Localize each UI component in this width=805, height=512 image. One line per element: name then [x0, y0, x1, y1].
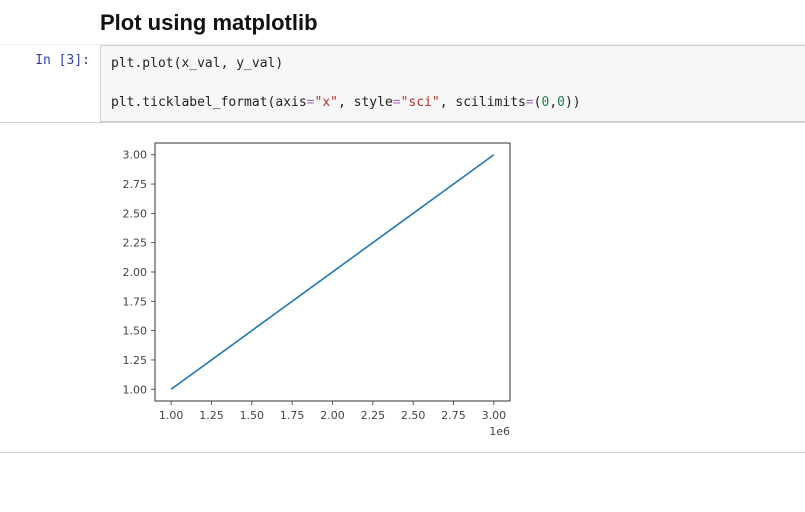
svg-text:2.25: 2.25 — [361, 409, 386, 422]
code-cell: In [3]: plt.plot(x_val, y_val) plt.tickl… — [0, 44, 805, 123]
svg-text:1.25: 1.25 — [123, 353, 148, 366]
svg-text:2.75: 2.75 — [441, 409, 466, 422]
svg-text:1.50: 1.50 — [240, 409, 265, 422]
tok-comma-2: , scilimits — [440, 95, 526, 110]
tok-eq-1: = — [307, 95, 315, 110]
svg-text:2.50: 2.50 — [123, 207, 148, 220]
page-title: Plot using matplotlib — [100, 10, 805, 36]
tok-num-0b: 0 — [557, 95, 565, 110]
tok-eq-3: = — [526, 95, 534, 110]
line-chart: 1.00 1.25 1.50 1.75 2.00 2.25 2.50 2.75 3.00 1.00… — [100, 131, 520, 446]
code-input-area[interactable]: plt.plot(x_val, y_val) plt.ticklabel_for… — [100, 45, 805, 122]
svg-text:2.50: 2.50 — [401, 409, 426, 422]
tok-comma-1: , style — [338, 95, 393, 110]
markdown-heading-row: Plot using matplotlib — [0, 0, 805, 44]
svg-text:1.75: 1.75 — [123, 295, 148, 308]
tok-eq-2: = — [393, 95, 401, 110]
svg-text:2.75: 2.75 — [123, 178, 148, 191]
svg-text:1e6: 1e6 — [489, 425, 510, 438]
tok-paren-open: ( — [534, 95, 542, 110]
output-row: 1.00 1.25 1.50 1.75 2.00 2.25 2.50 2.75 3.00 1.00… — [0, 123, 805, 446]
svg-text:3.00: 3.00 — [123, 148, 148, 161]
svg-text:1.50: 1.50 — [123, 324, 148, 337]
tok-paren-close: )) — [565, 95, 581, 110]
code-line-2-prefix: plt.ticklabel_format(axis — [111, 95, 307, 110]
tok-comma-3: , — [549, 95, 557, 110]
svg-text:3.00: 3.00 — [482, 409, 507, 422]
code-line-1: plt.plot(x_val, y_val) — [111, 56, 283, 71]
tok-str-sci: "sci" — [401, 95, 440, 110]
tok-str-x: "x" — [315, 95, 338, 110]
plot-output: 1.00 1.25 1.50 1.75 2.00 2.25 2.50 2.75 3.00 1.00… — [100, 123, 520, 446]
svg-text:1.25: 1.25 — [199, 409, 224, 422]
svg-text:1.00: 1.00 — [159, 409, 184, 422]
svg-text:2.00: 2.00 — [123, 266, 148, 279]
svg-text:1.75: 1.75 — [280, 409, 305, 422]
svg-text:1.00: 1.00 — [123, 383, 148, 396]
cell-prompt: In [3]: — [0, 45, 100, 122]
output-prompt-pad — [0, 123, 100, 446]
svg-text:2.25: 2.25 — [123, 236, 148, 249]
svg-text:2.00: 2.00 — [320, 409, 345, 422]
cell-divider — [0, 452, 805, 453]
